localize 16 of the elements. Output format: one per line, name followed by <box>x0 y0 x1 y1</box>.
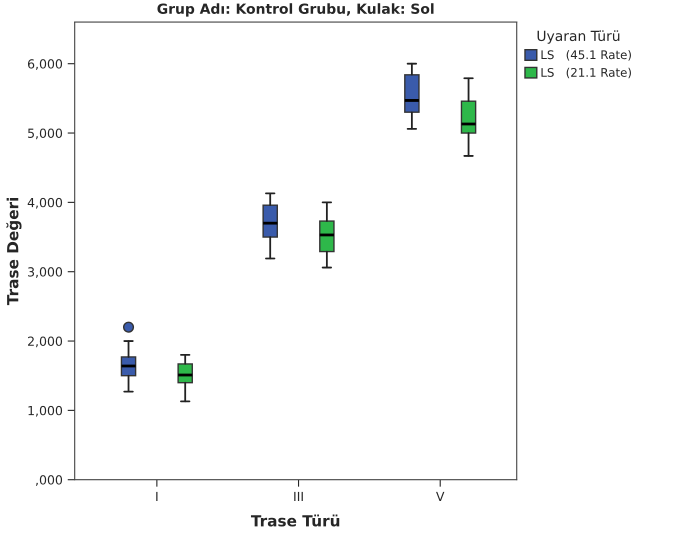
legend-title: Uyaran Türü <box>538 30 620 44</box>
y-tick-label: ,000 <box>36 475 62 486</box>
y-tick-label: 2,000 <box>28 336 62 348</box>
y-tick-label: 5,000 <box>28 128 62 140</box>
chart-title: Grup Adı: Kontrol Grubu, Kulak: Sol <box>157 3 434 17</box>
x-tick-label: V <box>436 492 444 502</box>
y-tick-label: 6,000 <box>28 59 62 70</box>
y-tick-label: 4,000 <box>28 198 62 209</box>
y-axis-title: Trase Değeri <box>6 198 22 306</box>
y-tick-label: 1,000 <box>28 406 62 417</box>
legend-label: LS (21.1 Rate) <box>541 68 631 78</box>
x-tick-label: I <box>156 492 158 502</box>
legend-label: LS (45.1 Rate) <box>541 50 631 61</box>
x-axis-title: Trase Türü <box>250 514 340 527</box>
x-tick-label: III <box>294 492 303 502</box>
y-tick-label: 3,000 <box>28 267 62 278</box>
